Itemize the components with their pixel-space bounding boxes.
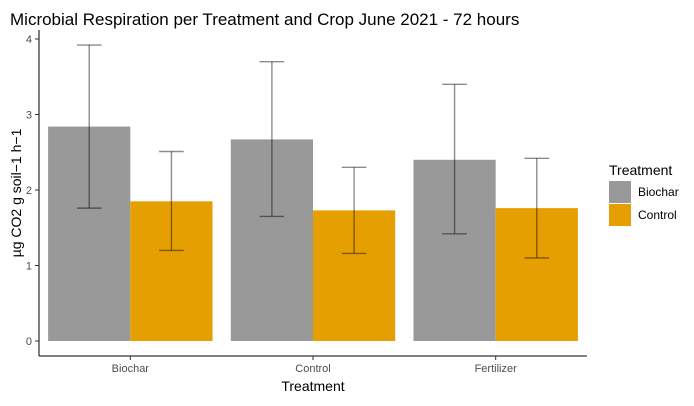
y-tick-label: 2 (26, 185, 32, 197)
bar-control-biochar (130, 201, 213, 341)
y-tick-label: 4 (26, 34, 32, 46)
error-bar-control-biochar (159, 150, 184, 252)
legend-swatch-biochar (609, 181, 631, 203)
legend-label-biochar: Biochar (638, 185, 679, 199)
legend-title: Treatment (609, 162, 672, 178)
chart-title: Microbial Respiration per Treatment and … (10, 10, 519, 29)
error-bar-control-fertilizer (524, 157, 550, 259)
y-tick-label: 1 (26, 261, 32, 273)
legend: Treatment Biochar Control (609, 162, 679, 226)
bar-control-fertilizer (495, 208, 578, 341)
y-tick-label: 3 (26, 110, 32, 122)
error-bar-biochar-control (259, 60, 285, 218)
error-bar-biochar-biochar (76, 44, 102, 209)
error-bar-control-control (341, 166, 367, 255)
x-axis-ticks: Biochar Control Fertilizer (112, 356, 517, 375)
y-axis-ticks: 0 1 2 3 4 (26, 34, 39, 348)
y-tick-label: 0 (26, 336, 32, 348)
legend-items: Biochar Control (609, 181, 679, 226)
bar-biochar-biochar (48, 126, 131, 341)
legend-label-control: Control (638, 208, 677, 222)
bar-biochar-fertilizer (413, 159, 496, 341)
plot-area (48, 44, 578, 341)
y-axis-title: µg CO2 g soil−1 h−1 (8, 128, 24, 257)
x-tick-label: Fertilizer (475, 363, 518, 375)
error-bar-biochar-fertilizer (442, 83, 467, 235)
bar-control-control (313, 210, 396, 341)
x-axis-title: Treatment (281, 378, 344, 394)
legend-swatch-control (609, 204, 631, 226)
x-tick-label: Control (295, 363, 330, 375)
x-tick-label: Biochar (112, 363, 150, 375)
bar-biochar-control (230, 139, 313, 341)
